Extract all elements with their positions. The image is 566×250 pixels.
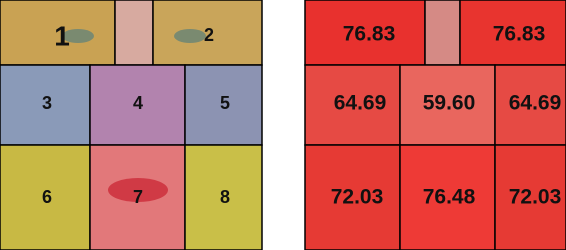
region-value: 76.83 [343,23,396,46]
right-panel: 76.83 76.83 64.69 59.60 64.69 72.03 76.4… [305,0,566,250]
region-value: 64.69 [334,92,387,115]
region-label: 5 [220,93,230,113]
region-label: 6 [42,187,52,207]
left-panel: 1 2 3 4 5 6 7 8 [0,0,262,250]
region-value: 59.60 [423,92,476,115]
region-label: 4 [133,93,143,113]
nose-bridge [425,0,460,65]
nose-bridge [115,0,153,65]
region-label: 7 [133,187,143,207]
eye [174,29,206,43]
region-label: 1 [54,20,70,51]
region-value: 76.48 [423,186,476,209]
region-value: 72.03 [509,186,562,209]
region-value: 76.83 [493,23,546,46]
region-label: 3 [42,93,52,113]
figure: 1 2 3 4 5 6 7 8 76.83 76.83 64.69 59.60 … [0,0,566,250]
region-value: 64.69 [509,92,562,115]
region-value: 72.03 [331,186,384,209]
region-label: 8 [220,187,230,207]
region-label: 2 [204,25,214,45]
